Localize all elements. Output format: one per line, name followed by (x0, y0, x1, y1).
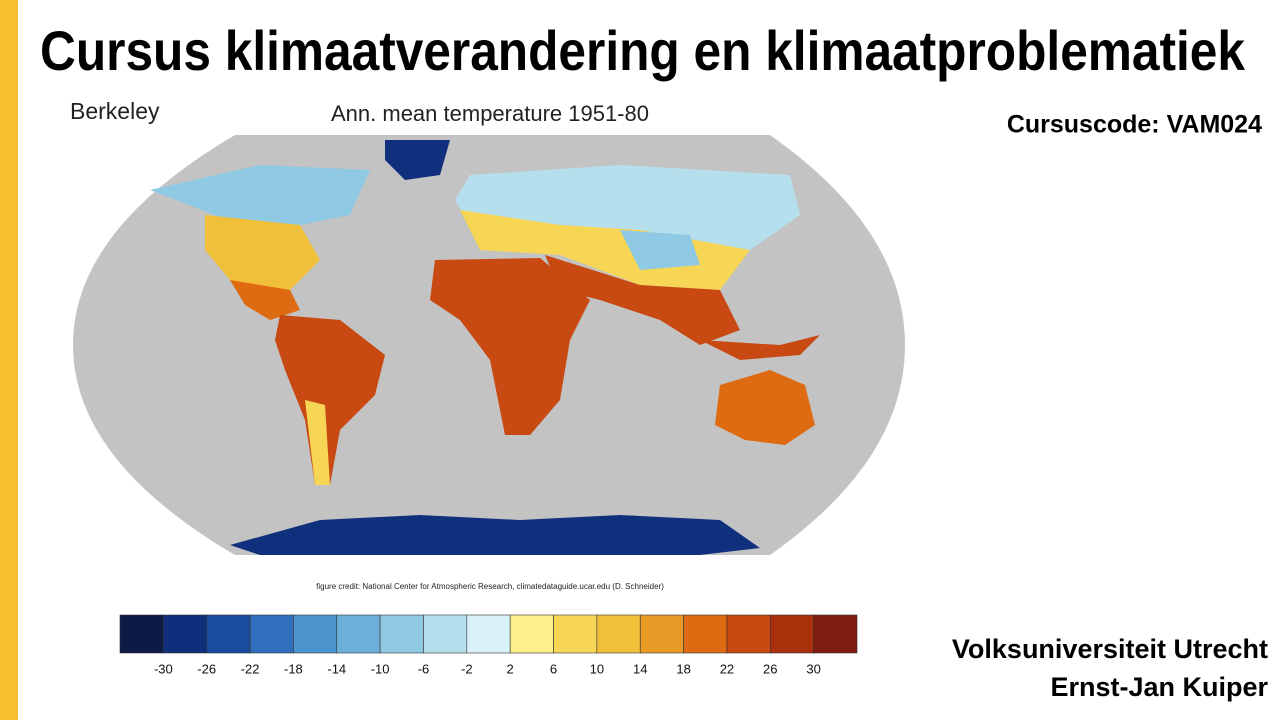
colorbar-swatch (813, 614, 858, 654)
colorbar-swatch (726, 614, 771, 654)
colorbar-swatch (293, 614, 338, 654)
colorbar-swatch (553, 614, 598, 654)
colorbar-label: 30 (806, 661, 820, 676)
colorbar-label: 26 (763, 661, 777, 676)
colorbar-label: -26 (197, 661, 216, 676)
south-america-south (305, 400, 330, 485)
figure-title: Ann. mean temperature 1951-80 (331, 101, 649, 126)
colorbar-swatch (249, 614, 294, 654)
north-america-north (150, 165, 370, 230)
course-code: Cursuscode: VAM024 (1007, 111, 1262, 139)
colorbar-label: -18 (284, 661, 303, 676)
australia (715, 370, 815, 445)
colorbar-swatch (639, 614, 684, 654)
colorbar-label: -6 (418, 661, 430, 676)
colorbar-label: 14 (633, 661, 647, 676)
colorbar-label: -14 (327, 661, 346, 676)
antarctica (230, 515, 760, 555)
north-america-mid (205, 215, 320, 300)
colorbar-label: 10 (590, 661, 604, 676)
africa (430, 258, 590, 435)
colorbar-swatch (509, 614, 554, 654)
colorbar-label: -30 (154, 661, 173, 676)
colorbar-swatch (119, 614, 164, 654)
eurasia-north (455, 165, 800, 250)
maritime-asia (700, 335, 820, 360)
eurasia-mid (460, 210, 750, 290)
colorbar-label: -22 (241, 661, 260, 676)
colorbar-swatch (423, 614, 468, 654)
colorbar: -30 -26 -22 -18 -14 -10 -6 -2 2 6 10 14 18 22 26 30 (119, 614, 858, 676)
colorbar-swatch (336, 614, 381, 654)
author: Ernst-Jan Kuiper (1050, 672, 1268, 702)
colorbar-label: 6 (550, 661, 557, 676)
organization: Volksuniversiteit Utrecht (952, 634, 1268, 664)
colorbar-label: -2 (461, 661, 473, 676)
colorbar-swatch (379, 614, 424, 654)
south-america (275, 315, 385, 485)
colorbar-label: 18 (676, 661, 690, 676)
greenland (385, 140, 450, 180)
south-asia (545, 255, 740, 345)
figure-source: Berkeley (70, 98, 160, 124)
figure-credit: figure credit: National Center for Atmos… (316, 582, 664, 591)
map (73, 135, 905, 555)
tibet (620, 230, 700, 270)
colorbar-swatch (769, 614, 814, 654)
central-america (230, 280, 300, 320)
colorbar-swatch (163, 614, 208, 654)
colorbar-swatch (206, 614, 251, 654)
slide-title: Cursus klimaatverandering en klimaatprob… (40, 19, 1246, 82)
colorbar-label: 2 (507, 661, 514, 676)
colorbar-swatch (466, 614, 511, 654)
colorbar-swatch (596, 614, 641, 654)
colorbar-label: -10 (371, 661, 390, 676)
accent-bar (0, 0, 18, 720)
colorbar-label: 22 (720, 661, 734, 676)
colorbar-swatch (683, 614, 728, 654)
